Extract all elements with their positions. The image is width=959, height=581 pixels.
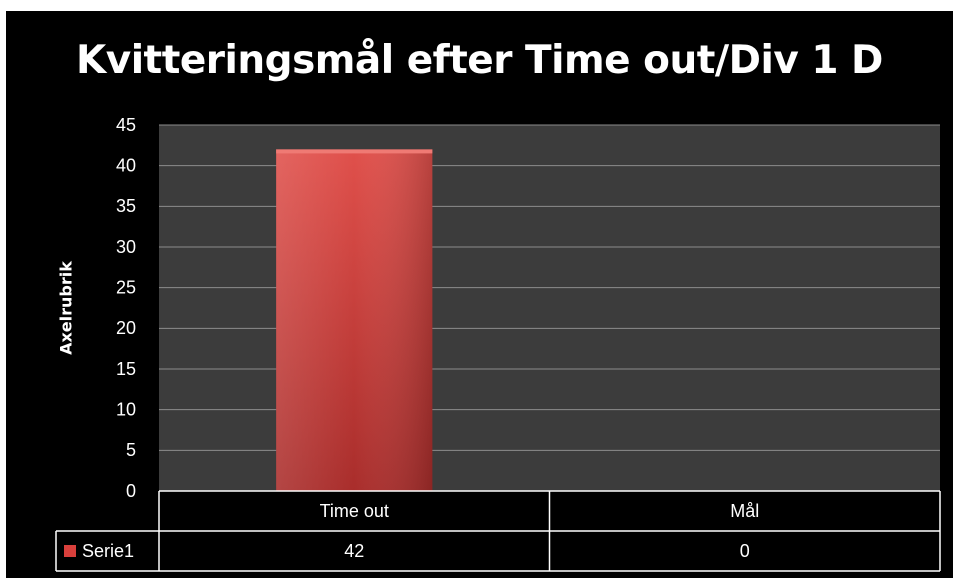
legend-entry: Serie1 <box>82 541 134 561</box>
y-tick-label: 5 <box>126 440 136 460</box>
category-label: Time out <box>320 501 389 521</box>
y-tick-label: 40 <box>116 155 136 175</box>
bars <box>276 149 433 491</box>
y-tick-label: 35 <box>116 196 136 216</box>
chart-title: Kvitteringsmål efter Time out/Div 1 D <box>76 38 883 83</box>
legend-swatch <box>64 545 76 557</box>
y-tick-label: 25 <box>116 277 136 297</box>
bar-top-highlight <box>276 149 433 154</box>
y-axis-label: Axelrubrik <box>57 261 76 355</box>
bar-shading <box>276 149 433 491</box>
y-tick-label: 10 <box>116 399 136 419</box>
y-tick-label: 0 <box>126 481 136 501</box>
y-tick-label: 20 <box>116 318 136 338</box>
y-tick-label: 30 <box>116 237 136 257</box>
y-tick-label: 15 <box>116 359 136 379</box>
data-table: Time out Mål Serie1 42 0 <box>55 490 941 572</box>
y-tick-label: 45 <box>116 115 136 135</box>
data-value: 42 <box>344 541 364 561</box>
data-value: 0 <box>740 541 750 561</box>
category-label: Mål <box>730 501 759 521</box>
y-axis-ticks: 0 5 10 15 20 25 30 35 40 45 <box>116 115 136 501</box>
